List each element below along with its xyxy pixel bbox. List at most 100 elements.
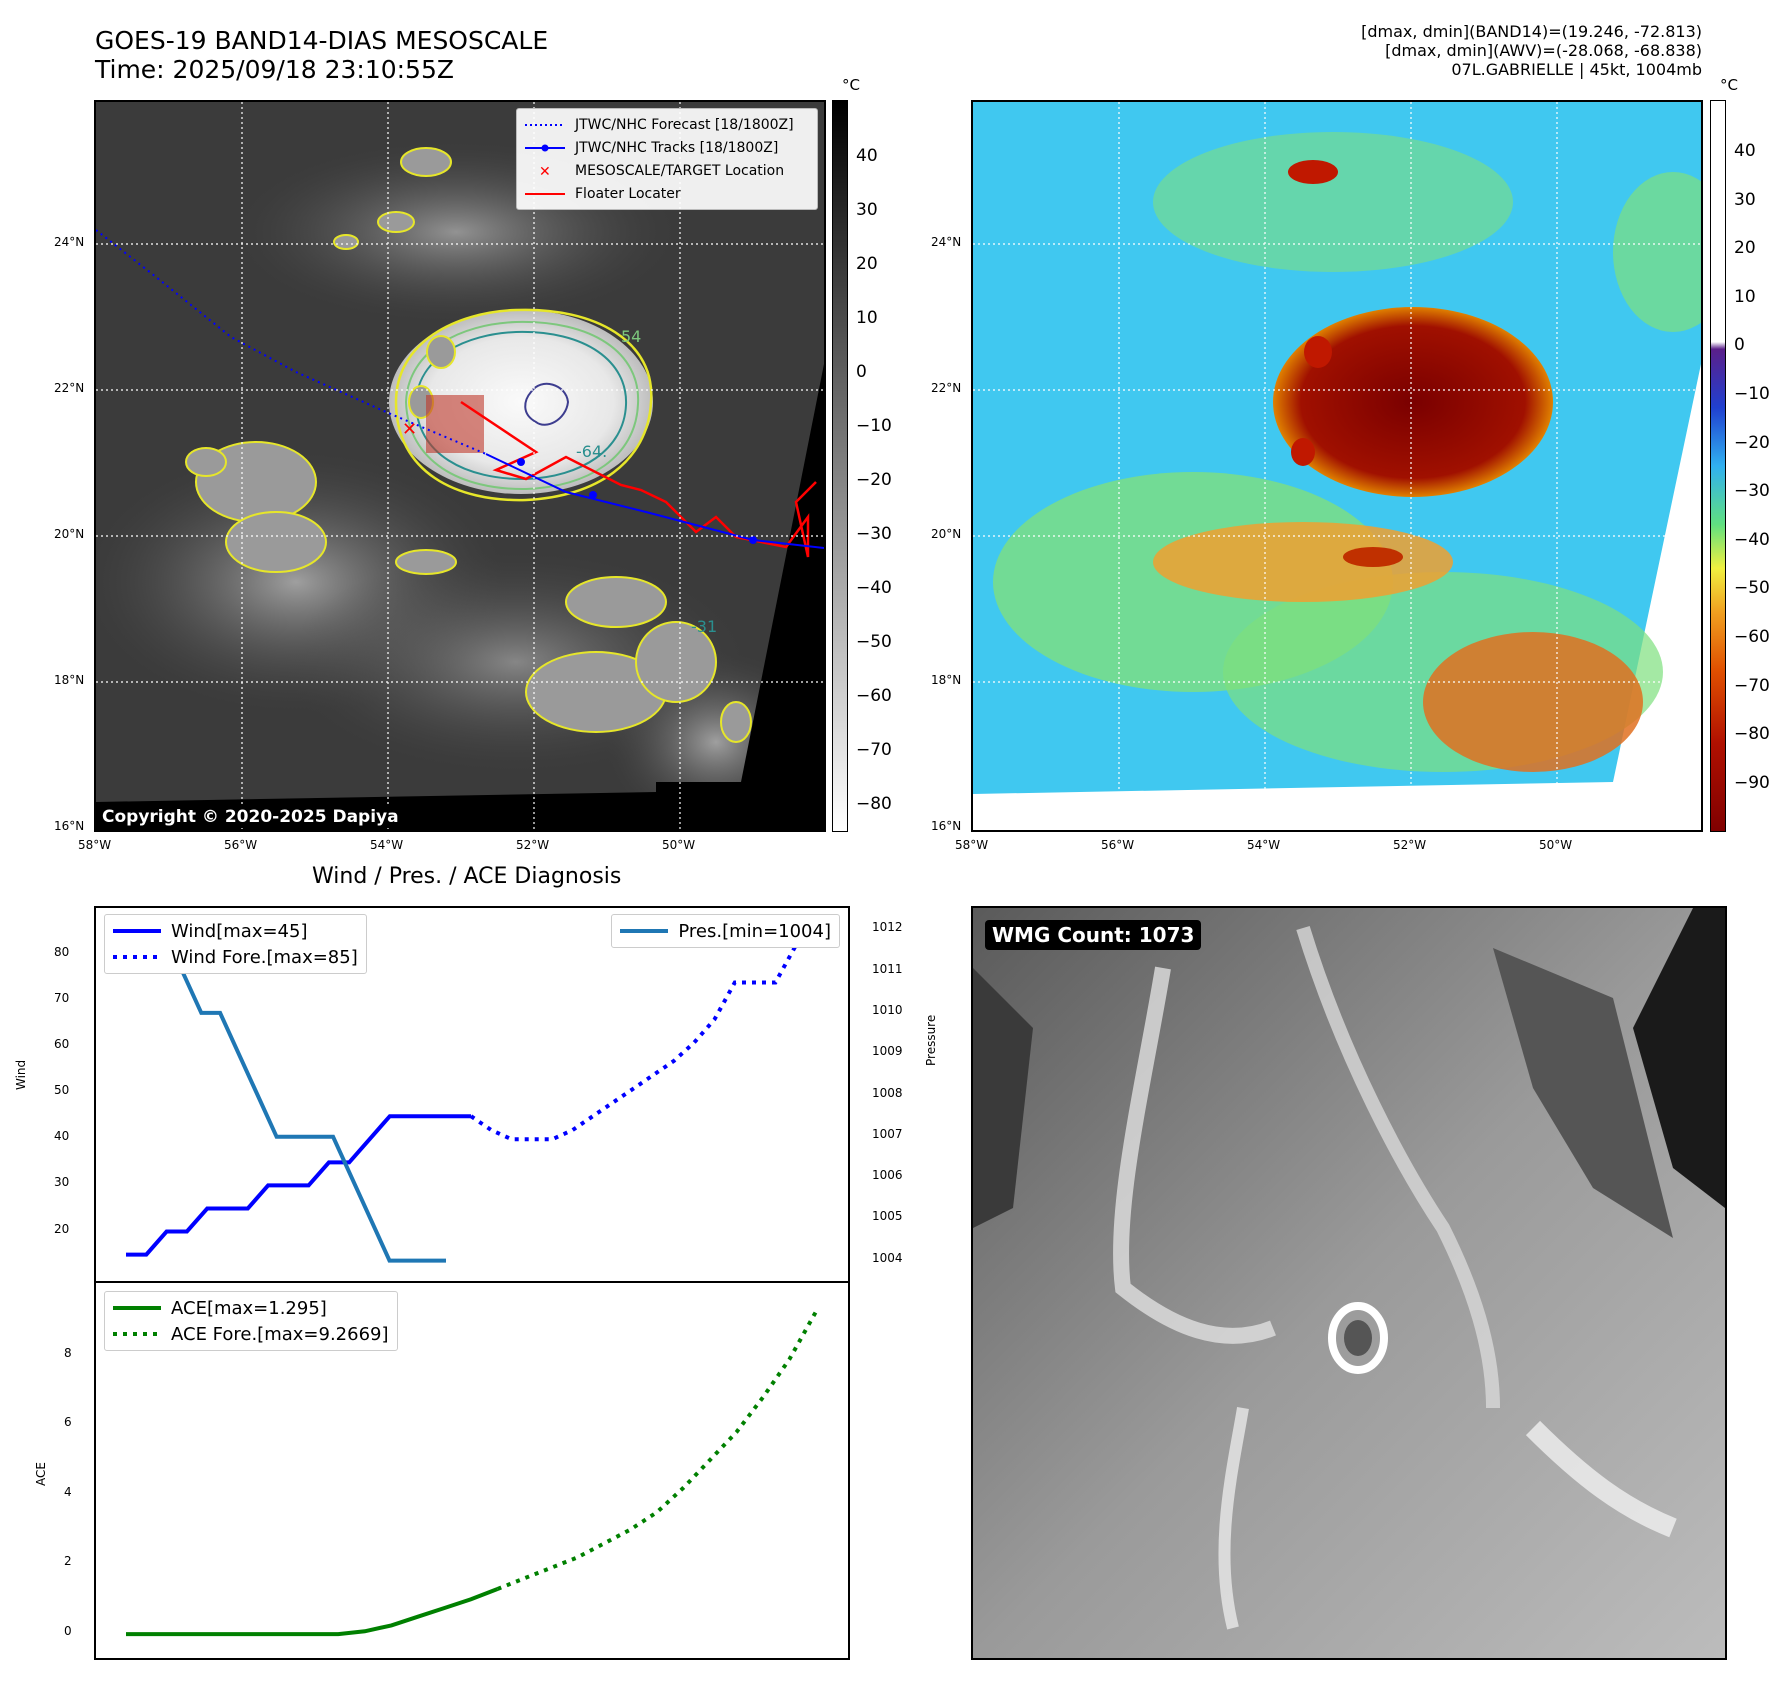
cold-cell-4 — [1343, 547, 1403, 567]
awv-lat-tick-16: 16°N — [931, 819, 962, 833]
colorbar-right-tick-11: −70 — [1734, 675, 1770, 696]
legend-floater: Floater Locater — [525, 182, 809, 205]
no-data-wedge — [656, 364, 824, 830]
lon-tick-50: 50°W — [662, 838, 696, 852]
pressure-tick-0: 1012 — [872, 920, 903, 935]
colorbar-right-tick-2: 20 — [1734, 238, 1756, 259]
contour-middle — [404, 320, 640, 491]
colorbar-right-tick-9: −50 — [1734, 578, 1770, 599]
series-line-ace-svg-1 — [496, 1310, 818, 1591]
pressure-tick-5: 1007 — [872, 1126, 903, 1141]
colorbar-right-tick-12: −80 — [1734, 724, 1770, 745]
ace-plot — [126, 1310, 818, 1637]
moist-band-green-4 — [1613, 172, 1701, 332]
awv-lon-tick-58: 58°W — [955, 838, 989, 852]
wmg-panel: WMG Count: 1073 — [971, 906, 1727, 1660]
awv-map-panel — [971, 100, 1703, 832]
wind-ylabel: Wind — [14, 1059, 28, 1090]
map-legend: JTWC/NHC Forecast [18/1800Z] JTWC/NHC Tr… — [516, 108, 818, 210]
wind-tick-4: 40 — [54, 1129, 70, 1144]
ace-tick-4: 0 — [64, 1624, 72, 1639]
info-line-2: [dmax, dmin](AWV)=(-28.068, -68.838) — [1385, 41, 1702, 60]
wmg-bright-band-3 — [1218, 1407, 1249, 1630]
colorbar-right-unit: °C — [1720, 76, 1738, 94]
colorbar-right-tick-6: −20 — [1734, 432, 1770, 453]
lat-tick-24: 24°N — [54, 235, 85, 249]
pressure-legend: Pres.[min=1004] — [611, 914, 840, 948]
cold-core — [1273, 307, 1553, 497]
ace-tick-0: 8 — [64, 1345, 72, 1360]
awv-lon-tick-50: 50°W — [1539, 838, 1573, 852]
colorbar-left-tick-0: 40 — [856, 146, 878, 166]
dry-band-orange-1 — [1153, 522, 1453, 602]
pressure-tick-3: 1009 — [872, 1044, 903, 1059]
colorbar-right-tick-3: 10 — [1734, 286, 1756, 307]
colorbar-right-tick-1: 30 — [1734, 189, 1756, 210]
awv-grid — [973, 102, 1701, 830]
colorbar-right-tick-5: −10 — [1734, 384, 1770, 404]
wind-pressure-panel: Wind[max=45] Wind Fore.[max=85] Pres.[mi… — [94, 906, 850, 1285]
awv-lat-tick-22: 22°N — [931, 381, 962, 395]
svg-text:✕: ✕ — [539, 164, 551, 178]
colorbar-left-tick-8: −40 — [856, 578, 892, 598]
copyright-label: Copyright © 2020-2025 Dapiya — [98, 806, 403, 828]
wmg-dark-region-left — [973, 968, 1033, 1228]
contour-inner — [414, 330, 628, 481]
band14-map-panel: ✕ -64. -31 54 JTWC/NHC Forecast [18/1800… — [94, 100, 826, 832]
legend-ace-fore-label: ACE Fore.[max=9.2669] — [171, 1323, 389, 1345]
legend-target-label: MESOSCALE/TARGET Location — [575, 162, 785, 179]
lat-tick-16: 16°N — [54, 819, 85, 833]
pressure-tick-7: 1005 — [872, 1209, 903, 1224]
x-marker-icon: ✕ — [539, 164, 551, 178]
colorbar-right-tick-8: −40 — [1734, 529, 1770, 550]
legend-tracks-label: JTWC/NHC Tracks [18/1800Z] — [575, 139, 779, 156]
pressure-ylabel: Pressure — [924, 1014, 938, 1066]
colorbar-left-tick-10: −60 — [856, 686, 892, 706]
ace-dotted-icon — [113, 1332, 161, 1336]
series-line-wind-svg-0 — [126, 928, 446, 1263]
legend-target: ✕ MESOSCALE/TARGET Location — [525, 159, 809, 182]
awv-lon-tick-56: 56°W — [1101, 838, 1135, 852]
ace-tick-1: 6 — [64, 1415, 72, 1430]
colorbar-left-tick-9: −50 — [856, 632, 892, 652]
wmg-bright-band-2 — [1296, 925, 1500, 1409]
ace-ylabel: ACE — [34, 1462, 48, 1486]
convective-cells — [185, 147, 752, 743]
colorbar-right-tick-13: −90 — [1734, 772, 1770, 793]
contour-core — [524, 382, 570, 426]
ace-tick-2: 4 — [64, 1484, 72, 1499]
lat-tick-20: 20°N — [54, 527, 85, 541]
chart-title: GOES-19 BAND14-DIAS MESOSCALE Time: 2025… — [95, 26, 548, 84]
colorbar-left-tick-2: 20 — [856, 254, 878, 274]
lon-tick-52: 52°W — [516, 838, 550, 852]
legend-wind-label: Wind[max=45] — [171, 920, 308, 942]
wind-solid-icon — [113, 929, 161, 933]
wind-legend: Wind[max=45] Wind Fore.[max=85] — [104, 914, 367, 974]
wmg-eye — [1344, 1320, 1372, 1356]
colorbar-right — [1710, 100, 1726, 832]
diagnosis-title: Wind / Pres. / ACE Diagnosis — [312, 864, 622, 889]
legend-tracks: JTWC/NHC Tracks [18/1800Z] — [525, 136, 809, 159]
legend-floater-label: Floater Locater — [575, 185, 681, 202]
colorbar-left-tick-5: −10 — [856, 416, 892, 436]
wind-tick-6: 20 — [54, 1221, 70, 1236]
target-x-marker: ✕ — [402, 419, 417, 440]
wind-tick-5: 30 — [54, 1175, 70, 1190]
info-line-3: 07L.GABRIELLE | 45kt, 1004mb — [1451, 60, 1702, 79]
series-line-wind-svg-1 — [469, 930, 818, 1142]
pressure-tick-1: 1011 — [872, 961, 903, 976]
contour-label-31: -31 — [691, 617, 717, 636]
colorbar-right-tick-0: 40 — [1734, 141, 1756, 161]
colorbar-left-unit: °C — [842, 76, 860, 94]
wmg-bright-band-1 — [1113, 966, 1276, 1344]
awv-map — [973, 102, 1701, 830]
colorbar-left-tick-7: −30 — [856, 524, 892, 544]
track-point-3 — [749, 536, 757, 544]
cold-cell-2 — [1304, 336, 1332, 368]
storm-info: [dmax, dmin](BAND14)=(19.246, -72.813) [… — [1361, 22, 1702, 79]
wmg-dark-region-right — [1493, 948, 1673, 1238]
lon-tick-54: 54°W — [370, 838, 404, 852]
colorbar-right-tick-7: −30 — [1734, 481, 1770, 502]
wind-tick-3: 50 — [54, 1083, 70, 1098]
pressure-solid-icon — [620, 929, 669, 933]
